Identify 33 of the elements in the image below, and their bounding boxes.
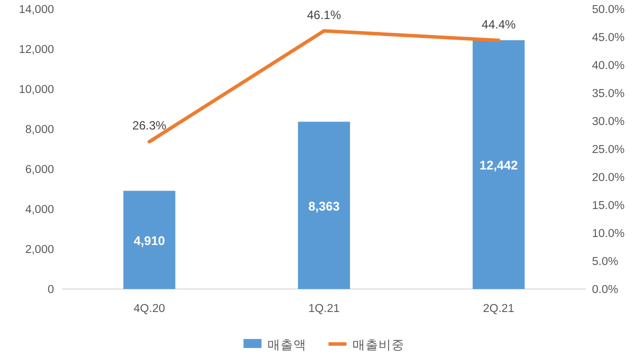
y2-tick-label: 25.0% xyxy=(592,144,625,156)
data-label: 8,363 xyxy=(308,199,340,214)
bar xyxy=(123,190,176,289)
y-tick-label: 12,000 xyxy=(18,44,54,56)
y2-tick-label: 40.0% xyxy=(592,60,625,72)
y2-tick-label: 0.0% xyxy=(592,284,618,296)
y-tick-label: 8,000 xyxy=(25,124,54,136)
y-tick-label: 6,000 xyxy=(25,164,54,176)
y2-tick-label: 5.0% xyxy=(592,256,618,268)
data-label: 46.1% xyxy=(306,8,342,22)
y2-tick-label: 10.0% xyxy=(592,228,625,240)
y-tick-label: 10,000 xyxy=(18,84,54,96)
data-label: 44.4% xyxy=(482,17,516,32)
legend-label: 매출액 xyxy=(268,338,306,352)
x-tick-label: 4Q.20 xyxy=(134,303,165,315)
y-tick-label: 4,000 xyxy=(25,204,54,216)
y-tick-label: 0 xyxy=(48,284,54,296)
y2-tick-label: 35.0% xyxy=(592,88,625,100)
x-tick-label: 2Q.21 xyxy=(483,303,514,315)
y2-tick-label: 20.0% xyxy=(592,172,625,184)
x-tick-label: 1Q.21 xyxy=(308,303,340,315)
y2-tick-label: 45.0% xyxy=(592,32,625,44)
data-label: 12,442 xyxy=(480,158,518,173)
y2-tick-label: 15.0% xyxy=(592,200,625,212)
y-tick-label: 14,000 xyxy=(18,4,54,16)
y2-tick-label: 50.0% xyxy=(592,4,625,16)
bar xyxy=(472,40,525,289)
y2-tick-label: 30.0% xyxy=(592,116,625,128)
y-tick-label: 2,000 xyxy=(25,244,54,256)
data-label: 4,910 xyxy=(134,234,166,248)
bar xyxy=(298,122,350,289)
data-label: 26.3% xyxy=(132,118,167,133)
legend-label: 매출비중 xyxy=(352,338,404,352)
